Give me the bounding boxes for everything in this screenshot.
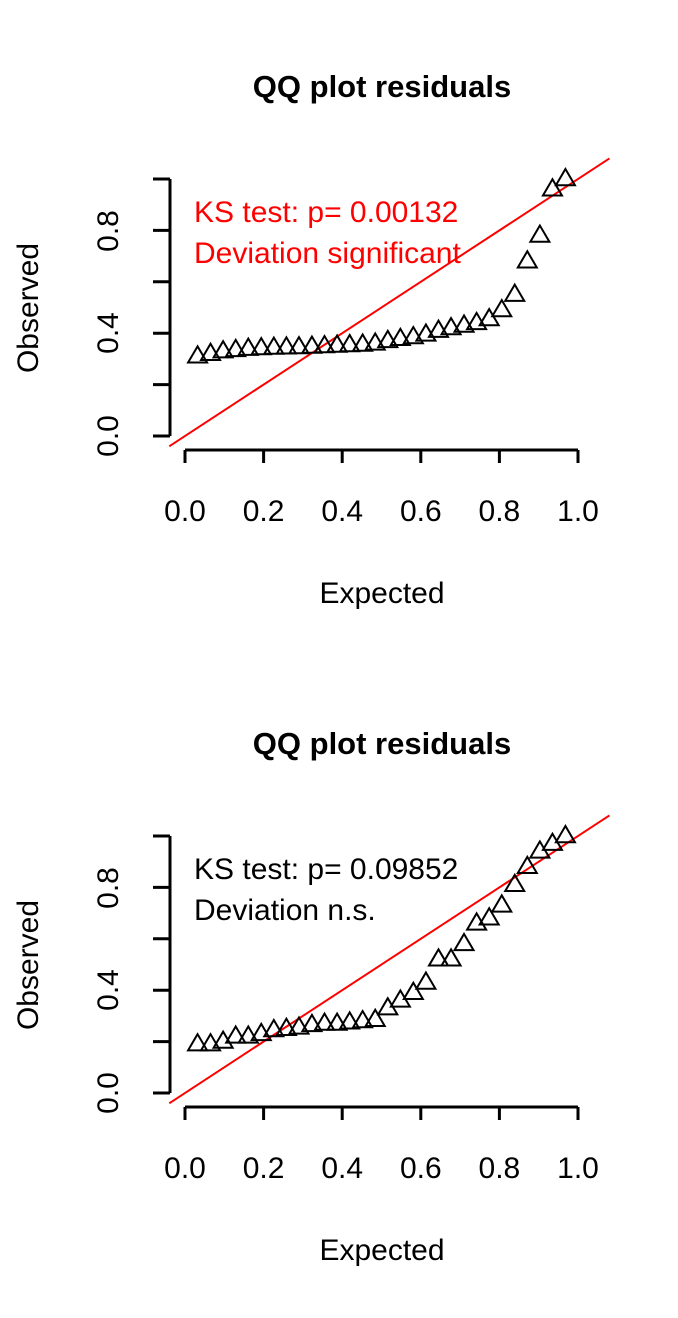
qq-point xyxy=(325,1011,349,1031)
y-tick-label: 0.4 xyxy=(92,312,125,354)
y-tick-label: 0.8 xyxy=(92,867,125,909)
x-axis-label: Expected xyxy=(319,577,444,610)
deviation-text: Deviation n.s. xyxy=(194,894,376,927)
reference-line xyxy=(168,157,610,448)
x-tick-label: 1.0 xyxy=(557,1152,599,1185)
qq-point xyxy=(313,1011,336,1031)
y-tick-labels: 0.0 0.4 0.8 xyxy=(92,867,125,1114)
qq-point xyxy=(199,341,222,361)
y-tick-label: 0.8 xyxy=(92,210,125,252)
qq-point xyxy=(363,331,387,351)
qq-point xyxy=(287,335,311,355)
qq-point xyxy=(237,1024,260,1044)
qq-point xyxy=(402,980,425,1000)
qq-point xyxy=(554,824,577,844)
qq-point xyxy=(503,282,526,302)
qq-point xyxy=(300,1012,324,1033)
qq-point xyxy=(427,318,450,338)
x-tick-label: 0.2 xyxy=(243,1152,285,1185)
qq-point xyxy=(503,872,526,893)
qq-point xyxy=(541,177,564,197)
qq-point xyxy=(439,947,463,967)
x-tick-label: 0.8 xyxy=(479,1152,521,1185)
qq-point xyxy=(477,906,501,926)
ks-annotation: KS test: p= 0.00132 Deviation significan… xyxy=(194,196,461,270)
x-tick-label: 0.8 xyxy=(479,495,521,528)
qq-point xyxy=(186,1032,209,1052)
qq-point xyxy=(338,333,361,353)
y-axis-label: Observed xyxy=(12,243,45,373)
ks-annotation: KS test: p= 0.09852 Deviation n.s. xyxy=(194,853,458,927)
qq-point xyxy=(313,334,336,354)
qq-point xyxy=(376,328,400,349)
y-tick-label: 0.0 xyxy=(92,415,125,457)
qq-point xyxy=(402,325,425,345)
y-tick-label: 0.4 xyxy=(92,969,125,1011)
x-tick-labels: 0.0 0.2 0.4 0.6 0.8 1.0 xyxy=(164,1152,599,1185)
x-tick-label: 0.0 xyxy=(164,495,206,528)
deviation-text: Deviation significant xyxy=(194,237,461,270)
qq-point xyxy=(528,223,552,243)
qq-point xyxy=(275,1016,298,1036)
qq-point xyxy=(465,911,488,931)
x-axis-label: Expected xyxy=(319,1234,444,1267)
qq-point xyxy=(224,337,247,358)
qq-point xyxy=(237,336,260,356)
qq-point xyxy=(516,854,539,875)
ks-test-text: KS test: p= 0.09852 xyxy=(194,853,458,886)
qq-point xyxy=(287,1015,311,1035)
qq-point xyxy=(389,326,412,347)
qq-point xyxy=(224,1024,247,1044)
qq-point xyxy=(554,167,577,187)
y-tick-labels: 0.0 0.4 0.8 xyxy=(92,210,125,457)
qq-point xyxy=(249,336,273,356)
qq-panel-top: QQ plot residuals Expected Observed 0.0 … xyxy=(12,69,610,610)
qq-point xyxy=(186,344,209,364)
qq-point xyxy=(199,1032,222,1052)
y-axis-label: Observed xyxy=(12,900,45,1030)
chart-title: QQ plot residuals xyxy=(253,726,511,761)
qq-point xyxy=(363,1007,387,1027)
x-tick-label: 0.4 xyxy=(321,495,363,528)
qq-point xyxy=(325,333,349,353)
qq-point xyxy=(211,339,235,359)
qq-point xyxy=(275,335,298,355)
qq-panel-bottom: QQ plot residuals Expected Observed 0.0 … xyxy=(12,726,610,1267)
qq-point xyxy=(262,335,286,355)
qq-point xyxy=(516,249,539,269)
qq-point xyxy=(427,947,450,967)
qq-point xyxy=(490,893,514,913)
qq-point xyxy=(452,931,476,952)
y-tick-label: 0.0 xyxy=(92,1072,125,1114)
x-tick-label: 0.6 xyxy=(400,495,442,528)
qq-point xyxy=(351,332,374,352)
qq-point xyxy=(439,316,463,336)
x-tick-label: 0.0 xyxy=(164,1152,206,1185)
x-tick-labels: 0.0 0.2 0.4 0.6 0.8 1.0 xyxy=(164,495,599,528)
ks-test-text: KS test: p= 0.00132 xyxy=(194,196,458,229)
reference-line xyxy=(168,814,610,1105)
qq-point xyxy=(452,313,476,333)
x-tick-label: 0.6 xyxy=(400,1152,442,1185)
x-tick-label: 1.0 xyxy=(557,495,599,528)
qq-point xyxy=(300,334,324,354)
qq-point xyxy=(262,1018,286,1038)
chart-title: QQ plot residuals xyxy=(253,69,511,104)
qq-point xyxy=(490,298,514,318)
x-tick-label: 0.2 xyxy=(243,495,285,528)
x-tick-label: 0.4 xyxy=(321,1152,363,1185)
qq-point xyxy=(414,970,438,990)
qq-point xyxy=(351,1009,374,1029)
qq-point xyxy=(338,1010,361,1030)
